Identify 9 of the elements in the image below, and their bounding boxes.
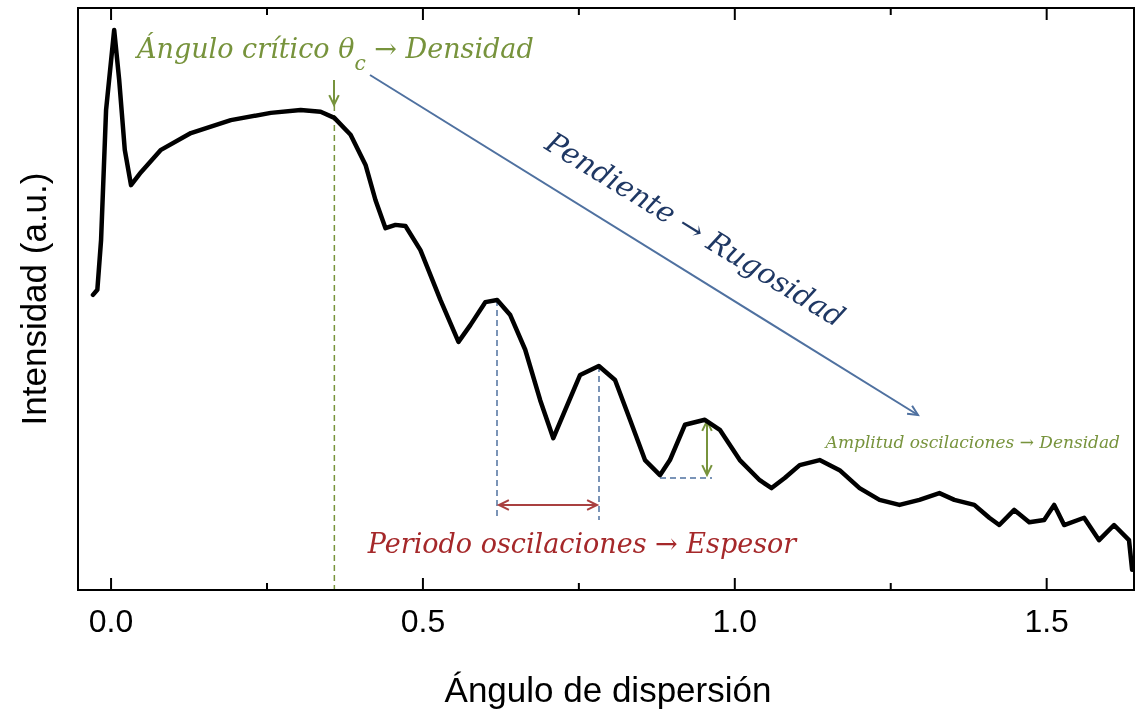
x-tick-label: 0.0 [88,603,134,639]
annotation: Periodo oscilaciones → Espesor [366,528,799,559]
annotation: Amplitud oscilaciones → Densidad [823,432,1121,452]
x-axis-title: Ángulo de dispersión [444,670,772,709]
x-tick-label: 1.0 [712,603,758,639]
x-tick-label: 0.5 [400,603,446,639]
annotation: Ángulo crítico θ$_{c}$ → Densidad [134,32,534,75]
y-axis-title: Intensidad (a.u.) [14,172,53,426]
x-tick-label: 1.5 [1024,603,1069,639]
